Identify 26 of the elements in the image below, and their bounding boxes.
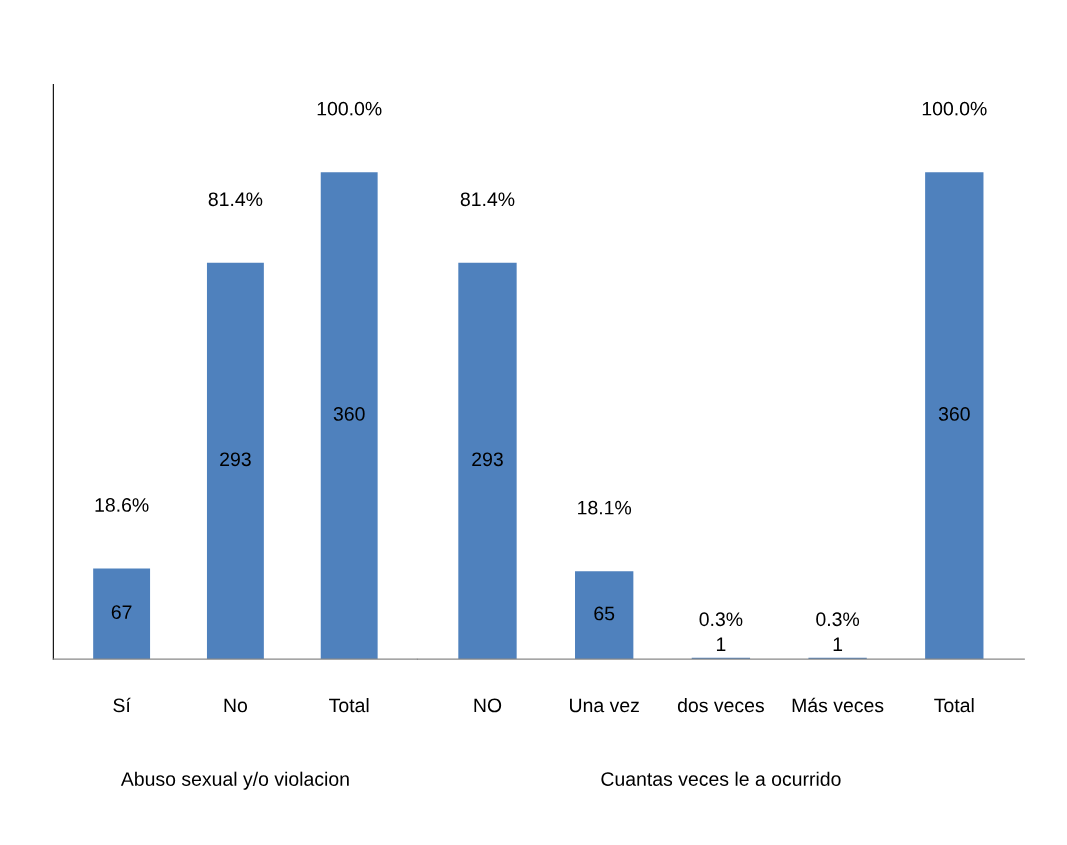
data-label: 1 (833, 637, 843, 651)
annotation: 81.4% (208, 192, 263, 207)
annotation: 0.3% (699, 612, 743, 627)
annotation: 18.1% (578, 500, 632, 515)
x-tick-label: Total (329, 697, 369, 713)
annotation: 100.0% (922, 101, 987, 116)
data-label: 1 (716, 637, 726, 651)
data-label: 360 (333, 407, 365, 421)
data-label: 360 (938, 407, 970, 421)
x-axis-title: Cuantas veces le a ocurrido (601, 771, 841, 786)
x-axis-title: Abuso sexual y/o violacion (120, 771, 349, 790)
annotation: 18.6% (95, 498, 149, 512)
annotation: 81.4% (460, 192, 515, 207)
data-label: 67 (111, 605, 132, 620)
annotation: 0.3% (816, 612, 860, 627)
x-tick-label: dos veces (677, 697, 764, 713)
x-tick-label: NO (474, 698, 502, 713)
data-label: 293 (472, 452, 503, 467)
x-tick-label: No (224, 698, 248, 713)
x-tick-label: Total (934, 697, 974, 713)
annotation: 100.0% (317, 101, 382, 116)
x-tick-label: Una vez (570, 698, 639, 713)
data-label: 293 (220, 452, 251, 467)
data-label: 65 (594, 606, 615, 621)
x-tick-label: Más veces (792, 697, 884, 713)
x-tick-label: Sí (113, 697, 131, 713)
